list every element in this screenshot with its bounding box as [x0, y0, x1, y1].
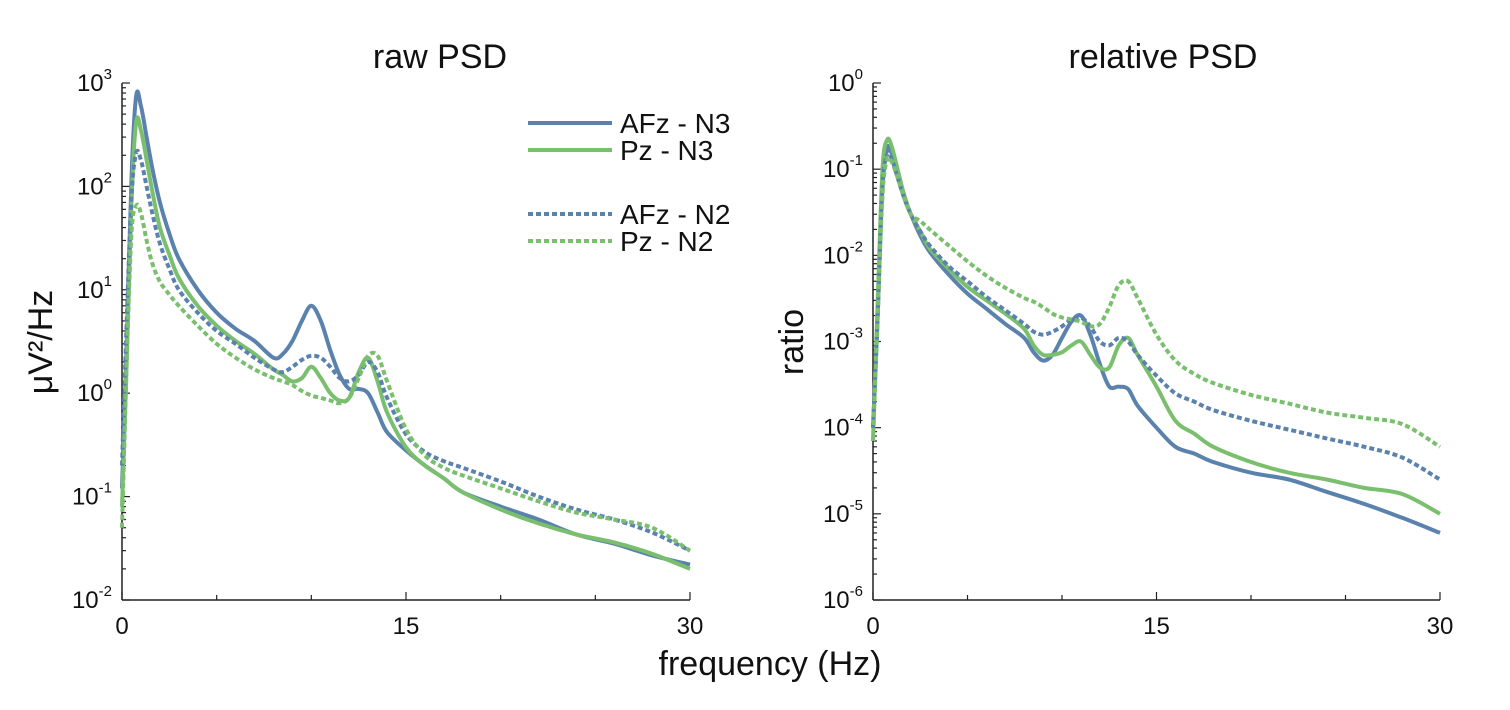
raw-psd-ytick-label: 10-2 [72, 583, 112, 614]
relative-psd-ytick-label: 10-1 [823, 152, 863, 183]
raw-psd-series-pz-n2 [120, 202, 692, 553]
relative-psd-xtick-label: 15 [1143, 613, 1170, 640]
legend-label: Pz - N2 [620, 226, 713, 257]
legend-label: AFz - N3 [620, 108, 730, 139]
raw-psd-series-pz-n3 [120, 115, 691, 571]
relative-psd-ytick-label: 10-2 [823, 238, 863, 269]
relative-psd-ytick-label: 10-5 [823, 497, 863, 528]
raw-psd-series-afz-n3 [120, 89, 691, 567]
relative-psd-xtick-label: 0 [866, 613, 879, 640]
raw-psd-ytick-label: 101 [77, 273, 112, 304]
relative-psd-panel: relative PSD 10-6 10-5 10-4 10-3 10-2 10-1 100… [773, 38, 1453, 640]
shared-xlabel: frequency (Hz) [659, 645, 882, 683]
legend-label: Pz - N3 [620, 135, 713, 166]
relative-psd-axes: 10-6 10-5 10-4 10-3 10-2 10-1 100 0 15 30 [823, 66, 1453, 640]
raw-psd-ytick-label: 10-1 [72, 480, 112, 511]
raw-psd-xtick-label: 30 [677, 613, 704, 640]
relative-psd-ytick-label: 100 [828, 66, 863, 97]
relative-psd-series [871, 136, 1442, 535]
raw-psd-ytick-label: 103 [77, 66, 112, 97]
relative-psd-series-pz-n2 [871, 155, 1442, 449]
legend-label: AFz - N2 [620, 199, 730, 230]
raw-psd-axes: 10-2 10-1 100 101 102 103 0 15 30 [72, 66, 703, 640]
raw-psd-panel: raw PSD 10-2 10-1 100 101 102 103 0 15 30 μV²/Hz… [22, 38, 730, 640]
relative-psd-ytick-label: 10-6 [823, 583, 863, 614]
raw-psd-ytick-label: 100 [77, 376, 112, 407]
raw-psd-ytick-label: 102 [77, 169, 112, 200]
raw-psd-xtick-label: 0 [115, 613, 128, 640]
relative-psd-ytick-label: 10-4 [823, 411, 863, 442]
raw-psd-xtick-label: 15 [393, 613, 420, 640]
raw-psd-title: raw PSD [373, 38, 507, 76]
relative-psd-title: relative PSD [1069, 38, 1258, 76]
raw-psd-ylabel: μV²/Hz [22, 290, 60, 395]
relative-psd-series-afz-n3 [871, 144, 1441, 535]
relative-psd-ytick-label: 10-3 [823, 325, 863, 356]
relative-psd-xtick-label: 30 [1427, 613, 1454, 640]
raw-psd-series [120, 89, 692, 571]
relative-psd-ylabel: ratio [773, 309, 811, 375]
raw-psd-series-afz-n2 [120, 148, 691, 553]
relative-psd-series-pz-n3 [871, 136, 1441, 516]
